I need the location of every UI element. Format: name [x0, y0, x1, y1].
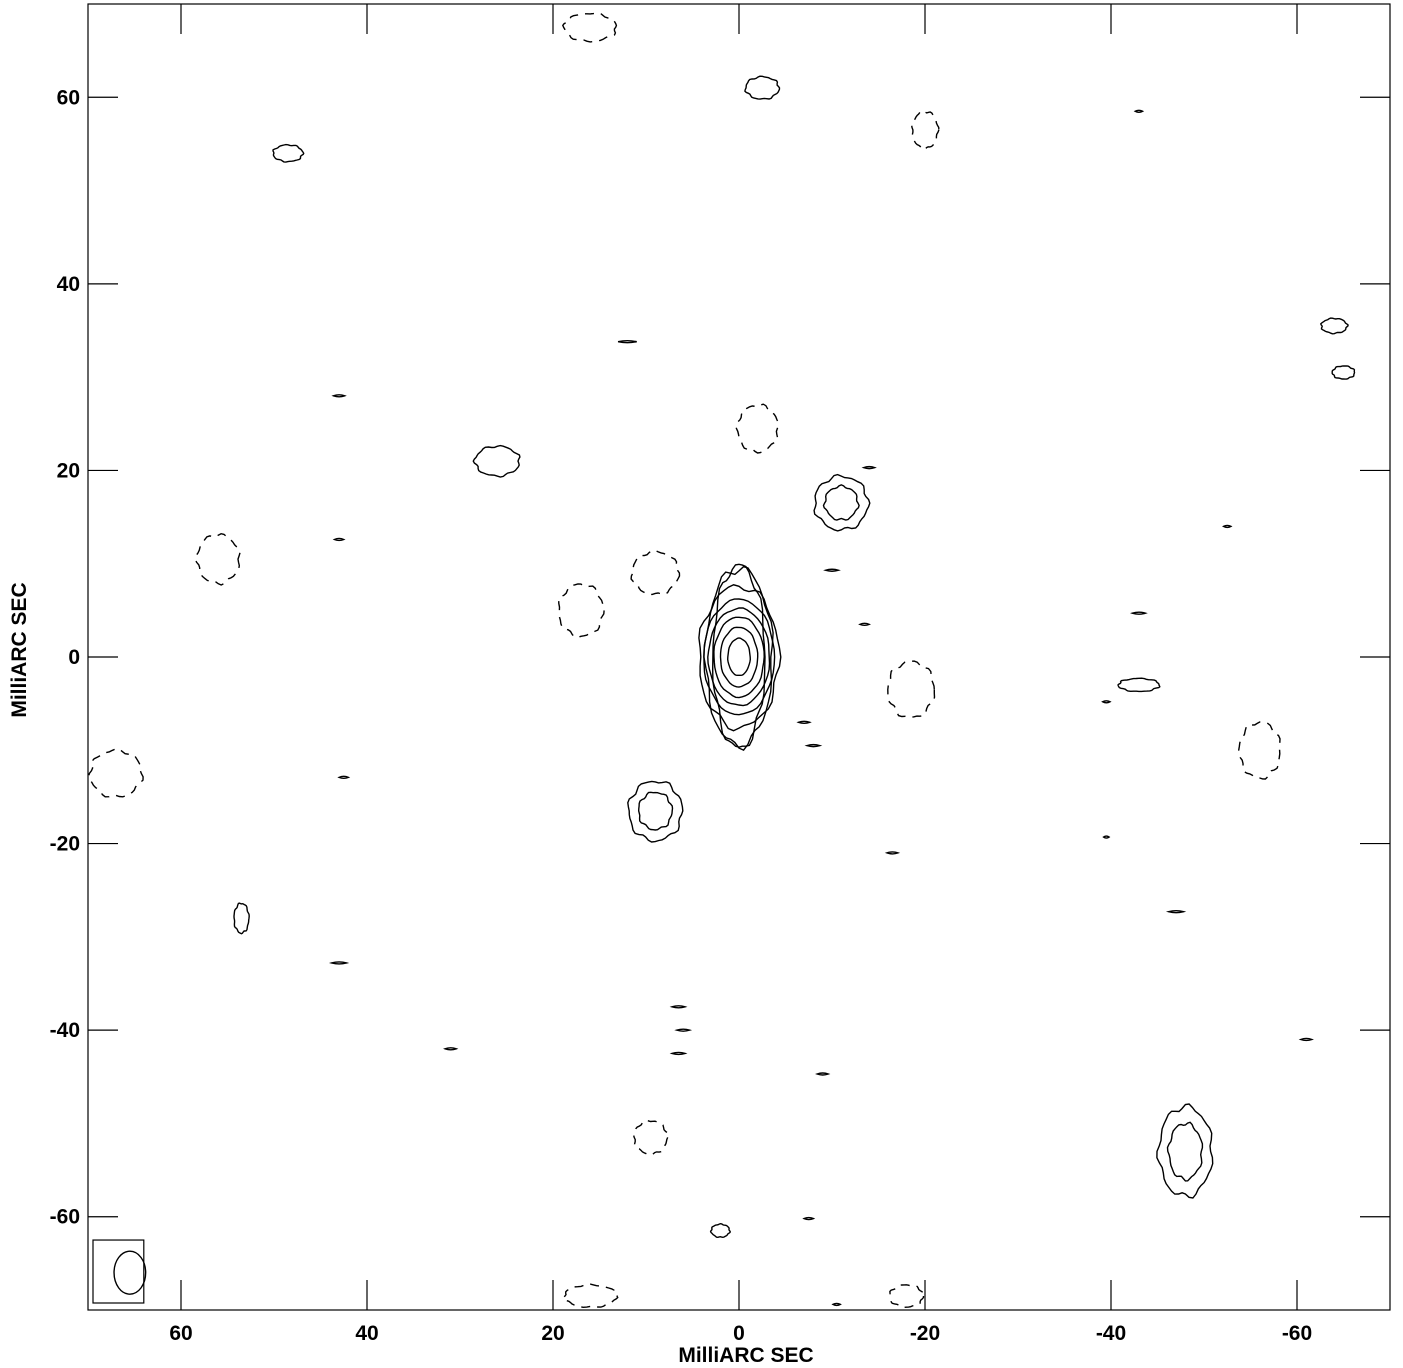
x-tick-label: 20 — [541, 1322, 564, 1345]
positive-contour — [744, 75, 781, 100]
positive-contour — [813, 473, 871, 532]
y-tick-label: -20 — [50, 833, 80, 856]
positive-contour — [822, 484, 860, 521]
x-tick-label: 0 — [733, 1322, 745, 1345]
positive-contour — [1117, 677, 1161, 693]
negative-contour — [887, 660, 936, 718]
noise-contour — [823, 568, 841, 572]
noise-contour — [831, 1302, 842, 1307]
beam-box — [92, 1239, 145, 1304]
noise-contour — [796, 720, 812, 724]
noise-contour — [802, 1216, 816, 1221]
core-contour — [726, 637, 752, 676]
core-contour — [707, 607, 771, 707]
noise-contour — [1165, 909, 1187, 914]
y-tick-label: 20 — [57, 459, 80, 482]
x-tick-label: -20 — [910, 1322, 940, 1345]
noise-contour — [1101, 700, 1112, 704]
noise-contour — [443, 1047, 459, 1051]
y-tick-label: -60 — [50, 1206, 80, 1229]
noise-contour — [1298, 1037, 1314, 1042]
negative-contour — [735, 403, 780, 454]
negative-contour — [1238, 721, 1281, 780]
noise-contour — [337, 775, 351, 780]
x-axis-title: MilliARC SEC — [678, 1344, 813, 1367]
y-axis-title: MilliARC SEC — [8, 582, 31, 717]
axes-layer: 60 40 20 0 -20 -40 -60 60 40 20 0 -20 -40 -60 — [50, 3, 1391, 1345]
x-tick-label: -40 — [1096, 1322, 1126, 1345]
noise-contour — [1133, 109, 1145, 113]
positive-contour — [637, 791, 674, 831]
positive-contour — [233, 902, 250, 935]
beam-ellipse — [113, 1250, 147, 1295]
negative-contour — [562, 1283, 619, 1309]
positive-contour — [472, 444, 521, 478]
core-contour — [711, 563, 766, 748]
y-tick-label: -40 — [50, 1019, 80, 1042]
negative-contour — [561, 12, 618, 43]
positive-contour — [272, 143, 305, 163]
positive-contour — [627, 780, 684, 843]
noise-contour — [861, 465, 877, 470]
x-tick-label: 60 — [169, 1322, 192, 1345]
negative-contour — [630, 549, 681, 596]
noise-contour — [674, 1028, 693, 1032]
x-tick-label: -60 — [1282, 1322, 1312, 1345]
y-tick-label: 60 — [57, 86, 80, 109]
positive-contour — [1156, 1103, 1214, 1199]
noise-contour — [669, 1051, 688, 1056]
y-tick-label: 40 — [57, 273, 80, 296]
negative-contour — [87, 748, 144, 798]
negative-contour — [557, 583, 605, 639]
plot-frame — [87, 3, 1391, 1311]
noise-contour — [328, 961, 350, 965]
core-contour — [698, 584, 782, 732]
negative-contour — [194, 532, 241, 586]
noise-contour — [804, 743, 823, 748]
negative-contour — [632, 1119, 670, 1156]
noise-contour — [617, 339, 637, 344]
noise-contour — [858, 622, 871, 627]
core-contour — [719, 626, 759, 688]
negative-contour — [889, 1284, 925, 1309]
noise-contour — [1130, 611, 1148, 615]
noise-contour — [884, 851, 901, 855]
noise-contour — [1222, 524, 1233, 529]
y-tick-label: 0 — [68, 646, 80, 669]
negative-contour — [910, 109, 940, 151]
positive-contour — [709, 1222, 731, 1239]
positive-contour — [1166, 1121, 1204, 1182]
noise-contour — [331, 394, 347, 398]
noise-contour — [815, 1072, 831, 1076]
core-contour — [703, 565, 774, 751]
noise-contour — [332, 537, 346, 542]
contour-layer — [87, 12, 1356, 1309]
positive-contour — [1320, 317, 1349, 335]
noise-contour — [1102, 835, 1111, 839]
noise-contour — [669, 1005, 688, 1009]
x-tick-label: 40 — [355, 1322, 378, 1345]
positive-contour — [1331, 365, 1356, 380]
core-contour — [713, 616, 765, 699]
